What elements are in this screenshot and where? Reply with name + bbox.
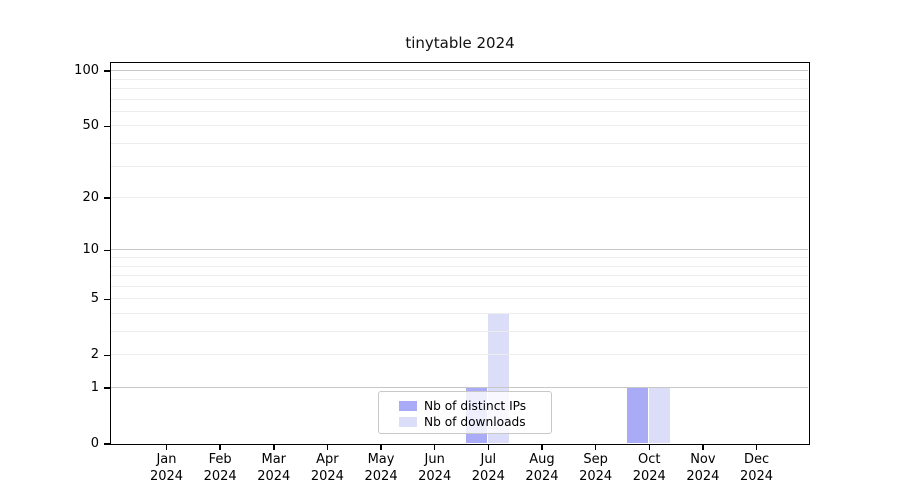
x-label-month: Feb [208,452,232,467]
minor-gridline [111,265,808,267]
minor-gridline [111,78,808,80]
plot-area: Nb of distinct IPs Nb of downloads [110,62,810,445]
x-label-year: 2024 [739,468,774,484]
y-tick-label: 100 [74,63,99,79]
x-tick-label: Oct 2024 [617,452,681,485]
minor-gridline [111,275,808,277]
minor-gridline [111,331,808,333]
bar [649,387,671,443]
y-tick-label: 20 [82,190,99,206]
x-tick [648,445,650,450]
minor-gridline [111,165,808,167]
x-label-month: Aug [529,452,555,467]
minor-gridline [111,88,808,90]
minor-gridline [111,125,808,127]
x-label-month: Dec [743,452,770,467]
x-tick [702,445,704,450]
x-tick [326,445,329,450]
y-tick-label: 50 [82,118,99,134]
major-gridline [111,249,808,251]
y-tick [104,387,110,389]
x-label-year: 2024 [686,468,720,484]
x-label-year: 2024 [257,468,291,484]
x-label-month: Sep [583,452,608,467]
minor-gridline [111,257,808,258]
x-label-year: 2024 [364,468,398,484]
x-tick [273,445,275,450]
y-tick [104,354,110,356]
legend: Nb of distinct IPs Nb of downloads [378,391,552,434]
x-label-month: May [367,452,395,467]
x-tick [433,445,436,450]
x-label-year: 2024 [632,468,666,484]
legend-entry-label: Nb of downloads [424,415,526,429]
x-tick-label: Mar 2024 [242,452,306,485]
minor-gridline [111,354,808,356]
x-tick-label: Jul 2024 [456,452,520,485]
legend-entry: Nb of downloads [399,414,551,430]
y-tick [104,125,110,128]
x-label-month: Jun [424,452,445,467]
y-tick-label: 1 [90,380,99,395]
y-tick [104,197,110,199]
minor-gridline [111,98,808,100]
x-label-year: 2024 [149,468,184,484]
x-tick-label: May 2024 [349,452,413,485]
x-tick [380,445,382,450]
legend-swatch [399,417,417,427]
y-tick [104,70,110,72]
x-tick [219,445,221,450]
x-label-month: Mar [261,452,287,467]
bar [627,387,649,443]
x-label-year: 2024 [471,468,505,484]
x-label-month: Jul [480,452,497,467]
y-tick-label: 0 [90,436,99,451]
major-gridline [111,70,808,72]
major-gridline [111,387,808,388]
x-tick-label: Dec 2024 [725,452,789,485]
legend-entry: Nb of distinct IPs [399,398,551,414]
chart-title: tinytable 2024 [405,34,515,52]
x-tick-label: Jan 2024 [135,452,199,485]
x-label-month: Nov [690,452,716,467]
x-tick-label: Apr 2024 [295,452,359,485]
x-label-month: Apr [316,452,339,467]
minor-gridline [111,285,808,287]
y-tick-label: 2 [90,347,99,363]
x-label-year: 2024 [203,468,237,484]
x-label-month: Jan [156,452,177,467]
minor-gridline [111,312,808,314]
minor-gridline [111,110,808,112]
x-tick [594,445,597,450]
gridlines-layer [111,63,808,443]
x-tick [165,445,168,450]
x-label-year: 2024 [525,468,559,484]
y-tick [104,443,110,445]
x-tick-label: Aug 2024 [510,452,574,485]
minor-gridline [111,298,808,300]
legend-swatch [399,401,417,411]
x-tick [487,445,490,450]
y-tick [104,298,110,300]
x-tick-label: Sep 2024 [564,452,628,485]
x-label-month: Oct [638,452,661,467]
x-tick [541,445,543,450]
y-tick-label: 5 [90,291,99,307]
y-tick-label: 10 [82,242,99,258]
x-tick-label: Feb 2024 [188,452,252,485]
minor-gridline [111,197,808,199]
x-label-year: 2024 [579,468,613,484]
y-tick [104,249,110,252]
minor-gridline [111,143,808,145]
x-tick [755,445,758,450]
x-tick-label: Jun 2024 [403,452,467,485]
legend-entry-label: Nb of distinct IPs [424,399,527,413]
x-tick-label: Nov 2024 [671,452,735,485]
x-label-year: 2024 [418,468,452,484]
x-label-year: 2024 [310,468,344,484]
